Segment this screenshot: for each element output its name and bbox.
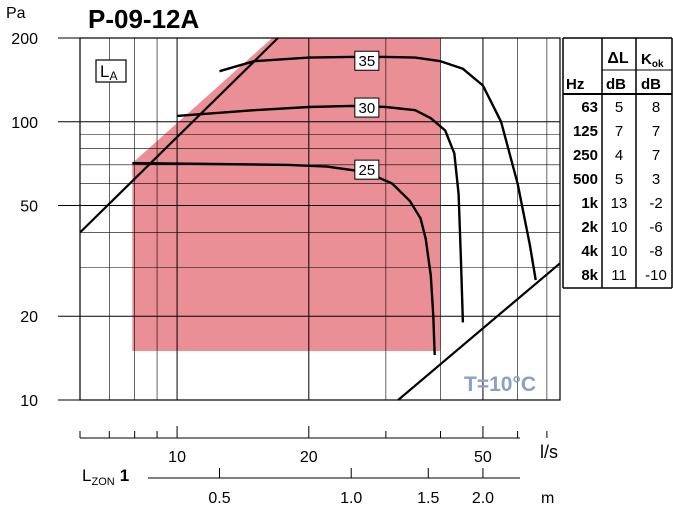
table-cell-hz: 125 [573,123,598,140]
table-cell-dl: 10 [611,219,628,236]
axis-layer: 10 20 50 100 200 10 20 50 0.5 1.0 1.5 2.0 [11,31,548,507]
y-tick-label: 10 [20,393,38,410]
table-header-db: dB [606,76,626,93]
curve-label: 30 [358,100,375,117]
table-cell-k: -2 [649,195,662,212]
table-header-k: Kok [641,51,664,70]
curve-label: 35 [358,53,375,70]
curve-label: 25 [358,162,375,179]
throw-axis: LZON 1 m [82,466,554,507]
x-axis-unit: l/s [540,442,558,462]
y-tick-label: 200 [11,31,38,48]
table-cell-hz: 63 [581,99,598,116]
table-cell-dl: 11 [611,267,627,284]
curve-label-box [354,97,380,118]
y-tick-label: 20 [20,309,38,326]
labels-layer: 35 30 25 [354,50,380,180]
table-cell-dl: 10 [611,243,628,260]
legend-label: LA [100,62,117,83]
x-tick-label: 10 [168,449,186,466]
table-cell-hz: 250 [573,147,598,164]
limit-line-lower [397,262,561,401]
y-tick-label: 100 [11,115,38,132]
table-header-delta: ΔL [607,50,629,67]
table-cell-hz: 2k [581,219,598,236]
throw-axis-unit: m [541,490,554,507]
limit-line-upper [79,37,279,234]
table-header-hz: Hz [566,76,584,93]
curve-30 [177,104,465,323]
y-axis-unit: Pa [6,5,26,22]
curve-label-box [354,50,380,71]
series-layer [132,55,537,356]
x-tick-label: 20 [300,449,318,466]
curve-label-box [354,159,380,180]
table-cell-hz: 8k [581,267,598,284]
table-cell-dl: 4 [615,147,623,164]
curve-25 [132,161,436,356]
temperature-label: T=10°C [464,373,536,396]
legend-box: LA [95,59,127,83]
grid-layer [79,37,561,401]
table-cell-k: 7 [652,147,660,164]
zone-layer [132,38,441,351]
table-cell-k: 7 [652,123,660,140]
curve-35 [219,55,537,281]
table-bg [563,38,672,289]
legend-frame [95,59,127,83]
table-cell-k: -10 [645,267,667,284]
table-cell-hz: 1k [581,195,598,212]
table-cell-dl: 5 [615,171,623,188]
throw-axis-label: LZON 1 [82,466,129,488]
table-cell-k: -8 [649,243,662,260]
band-table: ΔL Kok Hz dB dB 63 5 8 125 7 7 250 4 7 500 5 3 1k 13 -2 2k 10… [562,37,673,289]
throw-tick-label: 0.5 [208,490,230,507]
throw-tick-label: 2.0 [472,490,494,507]
table-cell-dl: 7 [615,123,623,140]
operating-zone [132,38,441,351]
throw-tick-label: 1.0 [340,490,362,507]
table-header-db: dB [641,76,661,93]
lines-layer [79,37,561,401]
y-tick-label: 50 [20,199,38,216]
table-cell-hz: 500 [573,171,598,188]
table-cell-k: -6 [649,219,662,236]
plot-frame [79,37,561,401]
x-tick-label: 50 [474,449,492,466]
table-cell-k: 3 [652,171,660,188]
throw-tick-label: 1.5 [417,490,439,507]
table-cell-hz: 4k [581,243,598,260]
table-cell-dl: 13 [611,195,628,212]
table-cell-k: 8 [652,99,660,116]
chart-title: P-09-12A [88,4,199,34]
table-cell-dl: 5 [615,99,623,116]
